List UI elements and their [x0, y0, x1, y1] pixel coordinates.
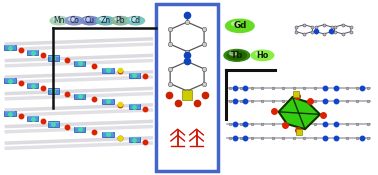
- Text: Mn: Mn: [53, 16, 65, 25]
- FancyBboxPatch shape: [5, 45, 16, 50]
- Circle shape: [81, 16, 99, 25]
- Circle shape: [229, 52, 237, 55]
- FancyBboxPatch shape: [5, 78, 16, 83]
- Circle shape: [256, 52, 263, 55]
- Text: Cd: Cd: [130, 16, 141, 25]
- FancyBboxPatch shape: [156, 4, 218, 171]
- FancyBboxPatch shape: [129, 137, 140, 142]
- FancyBboxPatch shape: [129, 104, 139, 105]
- FancyBboxPatch shape: [27, 83, 38, 88]
- Text: Ho: Ho: [256, 51, 268, 60]
- Text: Pb: Pb: [116, 16, 125, 25]
- Text: Zn: Zn: [100, 16, 110, 25]
- Circle shape: [112, 16, 130, 25]
- Circle shape: [68, 18, 74, 20]
- Circle shape: [130, 18, 136, 20]
- FancyBboxPatch shape: [103, 68, 113, 69]
- FancyBboxPatch shape: [28, 116, 38, 117]
- FancyBboxPatch shape: [74, 61, 85, 66]
- FancyBboxPatch shape: [103, 99, 113, 100]
- FancyBboxPatch shape: [102, 132, 114, 137]
- FancyBboxPatch shape: [5, 78, 15, 79]
- FancyBboxPatch shape: [27, 116, 38, 121]
- FancyBboxPatch shape: [28, 83, 38, 85]
- FancyBboxPatch shape: [48, 55, 59, 57]
- FancyBboxPatch shape: [5, 111, 16, 116]
- Text: Tb: Tb: [231, 51, 243, 60]
- FancyBboxPatch shape: [129, 73, 139, 74]
- FancyBboxPatch shape: [5, 45, 15, 46]
- FancyBboxPatch shape: [102, 99, 114, 104]
- Circle shape: [50, 16, 68, 25]
- Circle shape: [84, 18, 90, 20]
- FancyBboxPatch shape: [48, 55, 59, 61]
- FancyBboxPatch shape: [28, 50, 38, 51]
- Circle shape: [127, 16, 144, 25]
- Text: Co: Co: [69, 16, 79, 25]
- FancyBboxPatch shape: [74, 127, 85, 128]
- FancyBboxPatch shape: [102, 68, 114, 73]
- Text: Cu: Cu: [85, 16, 95, 25]
- Polygon shape: [279, 97, 320, 129]
- Circle shape: [53, 18, 59, 20]
- Circle shape: [96, 16, 115, 25]
- Text: Gd: Gd: [233, 21, 246, 30]
- Circle shape: [227, 51, 246, 60]
- FancyBboxPatch shape: [129, 104, 140, 109]
- Circle shape: [65, 16, 83, 25]
- FancyBboxPatch shape: [48, 121, 59, 127]
- FancyBboxPatch shape: [74, 61, 85, 62]
- FancyBboxPatch shape: [74, 94, 85, 99]
- FancyBboxPatch shape: [74, 94, 85, 95]
- Circle shape: [232, 22, 240, 26]
- FancyBboxPatch shape: [48, 89, 59, 90]
- FancyBboxPatch shape: [5, 111, 15, 112]
- FancyBboxPatch shape: [27, 50, 38, 55]
- FancyBboxPatch shape: [129, 137, 139, 138]
- FancyBboxPatch shape: [48, 121, 59, 123]
- Circle shape: [251, 50, 274, 61]
- Circle shape: [100, 18, 105, 20]
- FancyBboxPatch shape: [129, 73, 140, 78]
- FancyBboxPatch shape: [103, 132, 113, 133]
- Circle shape: [224, 50, 249, 61]
- Circle shape: [115, 18, 121, 20]
- FancyBboxPatch shape: [48, 88, 59, 94]
- FancyBboxPatch shape: [74, 127, 85, 132]
- Circle shape: [226, 19, 254, 33]
